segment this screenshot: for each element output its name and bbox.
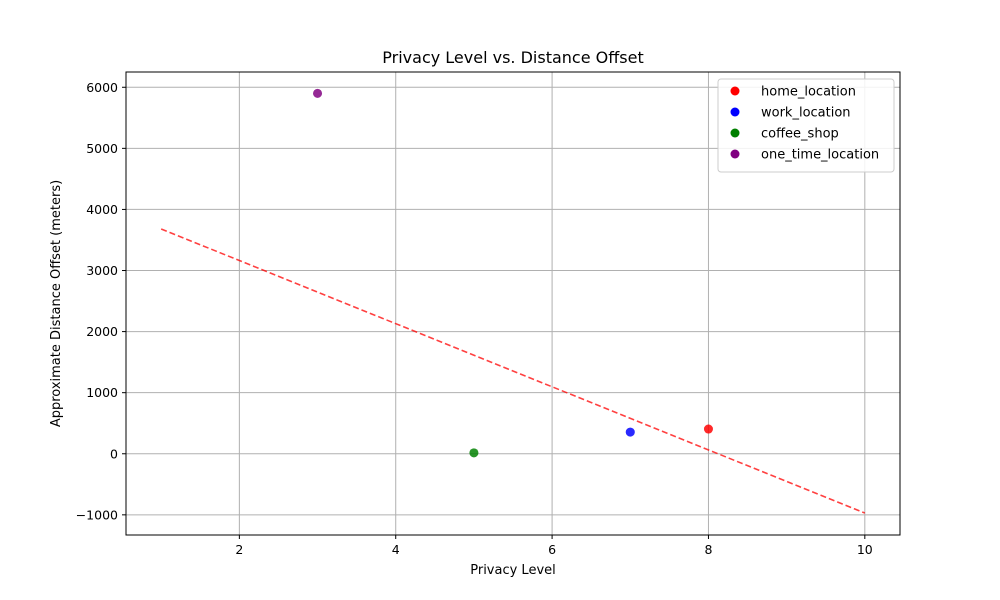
- legend-marker: [730, 149, 740, 159]
- x-axis-label: Privacy Level: [470, 563, 556, 578]
- y-tick-label: 3000: [86, 263, 118, 278]
- x-axis-ticks: 2 4 6 8 10: [235, 535, 873, 557]
- y-axis-ticks: −1000 0 1000 2000 3000 4000 5000 6000: [76, 80, 126, 522]
- legend: home_location work_location coffee_shopone…: [717, 78, 895, 173]
- y-tick-label: 0: [110, 446, 118, 461]
- x-tick-label: 8: [704, 542, 712, 557]
- data-point-overlay: [625, 427, 635, 437]
- legend-box: [717, 78, 895, 173]
- plot-frame: [125, 71, 901, 536]
- data-point-overlay: [469, 448, 479, 458]
- x-tick-label: 10: [857, 542, 873, 557]
- y-tick-label: −1000: [76, 507, 118, 522]
- y-tick-label: 2000: [86, 324, 118, 339]
- legend-marker: [730, 107, 740, 117]
- legend-label: home_location: [761, 85, 856, 100]
- data-point-one-time-location: [313, 88, 323, 98]
- legend-marker: [730, 128, 740, 138]
- chart-title: Privacy Level vs. Distance Offset: [382, 48, 643, 67]
- trend-line: [160, 228, 866, 514]
- y-tick-label: 6000: [86, 80, 118, 95]
- trend-line-group: [160, 228, 866, 514]
- data-point-work-location: [625, 427, 635, 437]
- y-tick-label: 5000: [86, 141, 118, 156]
- x-tick-label: 4: [392, 542, 400, 557]
- x-tick-label: 2: [235, 542, 243, 557]
- data-point-coffee-shop: [469, 448, 479, 458]
- data-point-overlay: [703, 424, 713, 434]
- data-point-overlay: [313, 88, 323, 98]
- x-tick-label: 6: [548, 542, 556, 557]
- data-points: [313, 88, 713, 458]
- legend-marker: [730, 86, 740, 96]
- legend-label: work_location: [761, 106, 851, 121]
- legend-label: one_time_location: [761, 148, 879, 163]
- y-tick-label: 4000: [86, 202, 118, 217]
- legend-label: coffee_shop: [761, 127, 839, 142]
- y-tick-label: 1000: [86, 385, 118, 400]
- y-axis-label: Approximate Distance Offset (meters): [49, 180, 64, 427]
- data-point-home-location: [703, 424, 713, 434]
